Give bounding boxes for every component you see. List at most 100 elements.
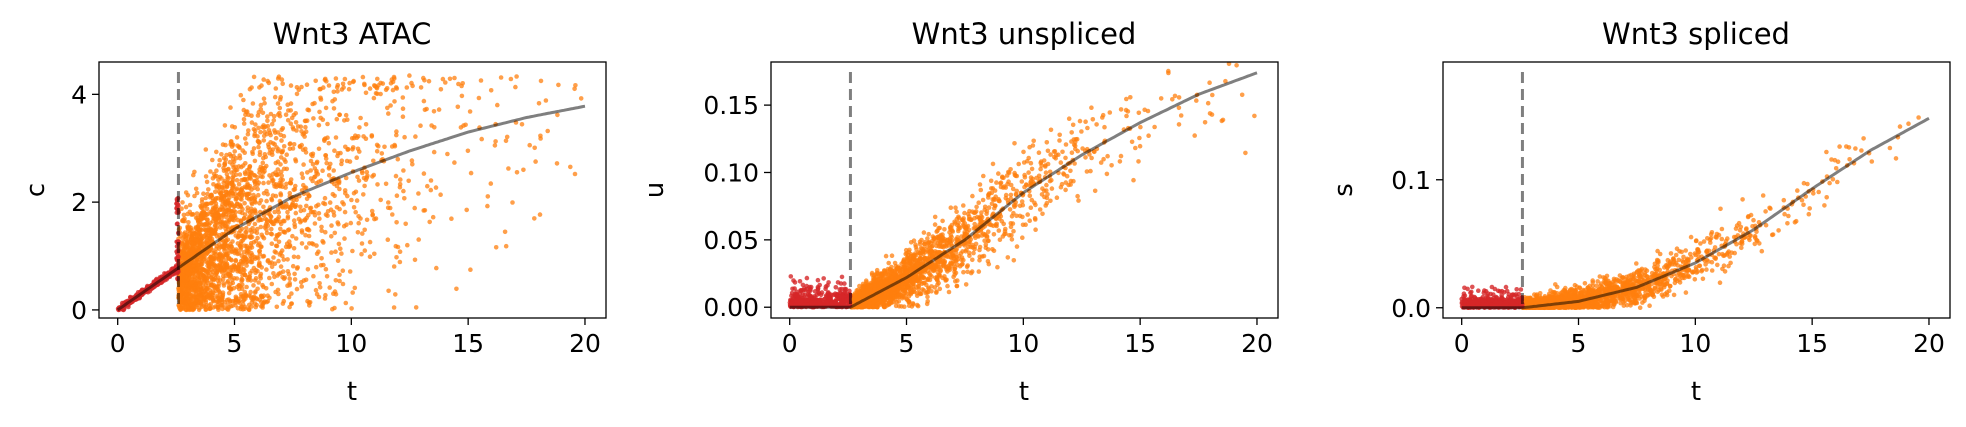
data-point [237,209,243,215]
data-point [356,214,361,219]
data-point [223,258,229,263]
data-point [1252,55,1257,60]
data-point [513,84,518,90]
data-point [217,185,222,191]
data-point [1026,170,1031,175]
data-point [223,142,228,148]
data-point [979,210,984,215]
data-point [360,170,365,176]
data-point [344,158,350,164]
data-point [264,198,269,204]
data-point [270,193,276,198]
data-point [416,237,422,242]
data-point [209,295,215,300]
data-point [258,224,264,230]
data-point [1048,127,1054,133]
data-point [226,207,232,212]
data-point [202,202,208,208]
data-point [362,183,367,189]
data-point [286,108,291,113]
data-point [359,241,365,246]
data-point [333,135,339,140]
data-point [243,225,249,231]
data-point [855,287,861,293]
data-point [1061,171,1066,176]
data-point [185,193,191,198]
data-point [927,271,932,276]
data-point [347,269,353,274]
data-point [461,123,466,128]
data-point [367,254,373,259]
data-point [210,176,216,181]
data-point [349,197,354,203]
data-point [204,286,209,292]
data-point [247,183,253,189]
data-point [346,86,352,92]
data-point [313,264,319,270]
data-point [1034,175,1039,181]
data-point [940,218,945,224]
data-point [321,200,326,206]
data-point [276,258,281,264]
data-point [217,252,222,257]
data-point [184,244,190,249]
data-point [1009,233,1014,238]
data-point [314,251,320,256]
data-point [179,206,184,211]
data-point [476,95,482,101]
data-point [208,220,213,226]
data-point [338,150,343,156]
data-point [304,82,310,87]
data-point [298,208,304,214]
data-point [363,136,369,141]
data-point [543,98,549,103]
data-point [231,217,237,223]
data-point [984,211,989,217]
data-point [188,236,194,241]
data-point [1194,98,1199,103]
data-point [1138,124,1143,130]
data-point [443,80,448,85]
data-point [374,149,380,154]
data-point [244,284,249,290]
data-point [281,257,287,262]
data-point [308,168,314,173]
data-point [248,289,253,295]
data-point [300,147,306,152]
data-point [464,207,470,213]
data-point [572,86,577,92]
data-point [294,91,300,97]
data-point [312,166,318,171]
data-point [277,231,282,237]
data-point [1019,179,1025,184]
data-point [342,209,348,215]
data-point [962,243,967,248]
data-point [1137,143,1143,149]
data-point [243,141,249,146]
data-point [334,116,340,122]
data-point [256,280,262,285]
data-point [394,193,400,198]
data-point [273,86,279,91]
data-point [208,264,213,269]
data-point [1226,62,1232,67]
data-point [357,125,362,130]
data-point [965,263,970,268]
data-point [334,205,340,210]
data-point [278,94,284,100]
data-point [312,213,318,218]
data-point [351,190,357,196]
data-point [279,169,284,175]
data-point [430,214,436,220]
data-point [225,278,231,284]
data-point [342,236,347,241]
data-point [391,305,397,310]
data-point [277,219,283,225]
data-point [932,235,937,241]
data-point [532,216,537,221]
data-point [961,224,967,229]
y-tick-label: 0 [71,296,87,325]
data-point [273,289,278,295]
data-point [255,186,260,192]
data-point [1137,135,1142,141]
